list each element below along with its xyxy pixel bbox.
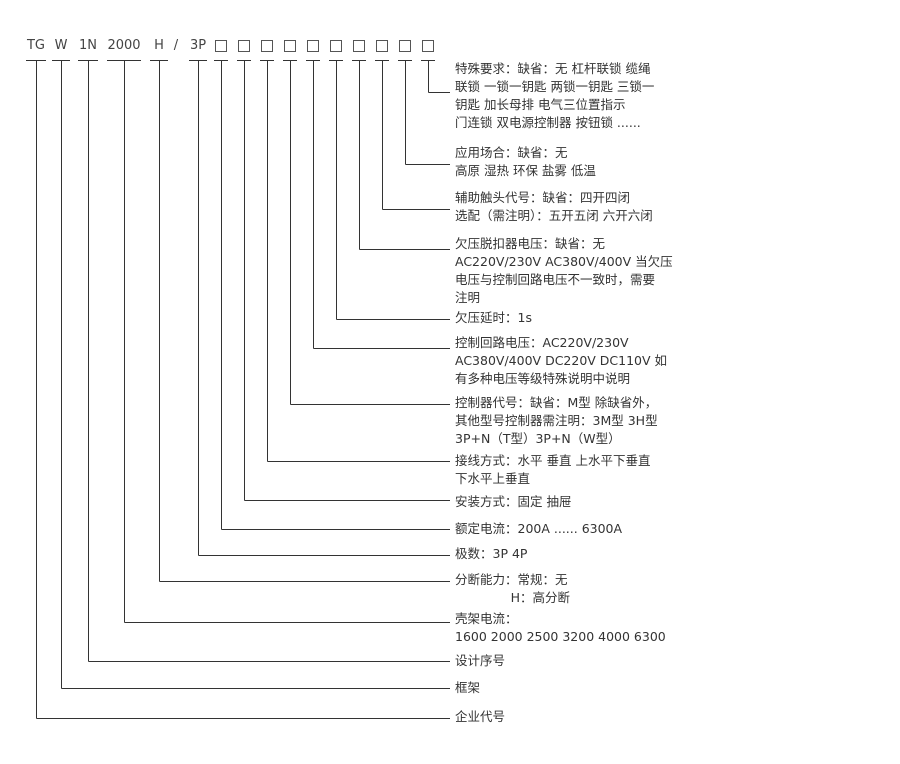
- description-line: 电压与控制回路电压不一致时，需要: [455, 272, 656, 287]
- rated-current-box: [215, 40, 227, 52]
- undervoltage-delay-box: [330, 40, 342, 52]
- description-line: H：高分断: [455, 590, 571, 605]
- control-voltage-box: [307, 40, 319, 52]
- design-serial-code: 1N: [79, 38, 97, 53]
- breaking-capacity-code: H: [154, 38, 164, 53]
- description-line: 选配（需注明）：五开五闭 六开六闭: [455, 208, 653, 223]
- undervoltage-release-box: [353, 40, 365, 52]
- description-frame-current: 壳架电流： 1600 2000 2500 3200 4000 6300: [455, 610, 666, 646]
- description-line: 分断能力：常规：无: [455, 572, 568, 587]
- description-line: 其他型号控制器需注明：3M型 3H型: [455, 413, 658, 428]
- description-line: 框架: [455, 680, 481, 695]
- description-design-serial: 设计序号: [455, 652, 505, 670]
- description-line: 企业代号: [455, 709, 506, 724]
- description-breaking-capacity: 分断能力：常规：无 H：高分断: [455, 571, 570, 607]
- special-requirement-box: [422, 40, 434, 52]
- description-line: AC220V/230V AC380V/400V 当欠压: [455, 254, 673, 269]
- description-rated-current: 额定电流：200A ...... 6300A: [455, 520, 622, 538]
- description-line: 高原 湿热 环保 盐雾 低温: [455, 163, 596, 178]
- description-undervoltage-delay: 欠压延时：1s: [455, 309, 532, 327]
- company-code: TG: [26, 38, 46, 53]
- description-line: 联锁 一锁一钥匙 两锁一钥匙 三锁一: [455, 79, 655, 94]
- description-line: 钥匙 加长母排 电气三位置指示: [455, 97, 626, 112]
- description-line: 壳架电流：: [455, 611, 518, 626]
- description-company-code: 企业代号: [455, 708, 505, 726]
- description-application: 应用场合：缺省：无高原 湿热 环保 盐雾 低温: [455, 144, 596, 180]
- frame-current-code: 2000: [107, 38, 141, 53]
- description-line: AC380V/400V DC220V DC110V 如: [455, 353, 668, 368]
- auxiliary-contact-box: [376, 40, 388, 52]
- separator: /: [173, 38, 179, 53]
- application-box: [399, 40, 411, 52]
- description-line: 控制回路电压：AC220V/230V: [455, 335, 629, 350]
- description-installation: 安装方式：固定 抽屉: [455, 493, 571, 511]
- description-special-requirement: 特殊要求：缺省：无 杠杆联锁 缆绳 联锁 一锁一钥匙 两锁一钥匙 三锁一 钥匙 加长…: [455, 60, 654, 132]
- description-line: 额定电流：200A ...... 6300A: [455, 521, 623, 536]
- description-control-voltage: 控制回路电压：AC220V/230V AC380V/400V DC220V DC1…: [455, 334, 667, 388]
- frame-code: W: [54, 38, 68, 53]
- description-line: 安装方式：固定 抽屉: [455, 494, 572, 509]
- description-undervoltage-release: 欠压脱扣器电压：缺省：无 AC220V/230V AC380V/400V 当欠压电…: [455, 235, 673, 307]
- installation-box: [238, 40, 250, 52]
- description-line: 接线方式：水平 垂直 上水平下垂直: [455, 453, 651, 468]
- description-line: 控制器代号：缺省：M型 除缺省外，: [455, 395, 658, 410]
- description-line: 辅助触头代号：缺省：四开四闭: [455, 190, 631, 205]
- description-line: 应用场合：缺省：无: [455, 145, 568, 160]
- description-controller: 控制器代号：缺省：M型 除缺省外， 其他型号控制器需注明：3M型 3H型 3P+N（…: [455, 394, 658, 448]
- description-line: 有多种电压等级特殊说明中说明: [455, 371, 631, 386]
- description-line: 门连锁 双电源控制器 按钮锁 ......: [455, 115, 641, 130]
- description-line: 注明: [455, 290, 481, 305]
- description-line: 欠压脱扣器电压：缺省：无: [455, 236, 606, 251]
- description-line: 1600 2000 2500 3200 4000 6300: [455, 629, 666, 644]
- description-line: 欠压延时：1s: [455, 310, 532, 325]
- wiring-box: [261, 40, 273, 52]
- description-line: 特殊要求：缺省：无 杠杆联锁 缆绳: [455, 61, 651, 76]
- description-auxiliary-contact: 辅助触头代号：缺省：四开四闭选配（需注明）：五开五闭 六开六闭: [455, 189, 653, 225]
- description-line: 设计序号: [455, 653, 506, 668]
- description-line: 3P+N（T型）3P+N（W型）: [455, 431, 621, 446]
- description-wiring: 接线方式：水平 垂直 上水平下垂直 下水平上垂直: [455, 452, 650, 488]
- description-line: 极数：3P 4P: [455, 546, 528, 561]
- description-line: 下水平上垂直: [455, 471, 531, 486]
- poles-code: 3P: [189, 38, 207, 53]
- description-poles: 极数：3P 4P: [455, 545, 527, 563]
- description-frame: 框架: [455, 679, 480, 697]
- controller-box: [284, 40, 296, 52]
